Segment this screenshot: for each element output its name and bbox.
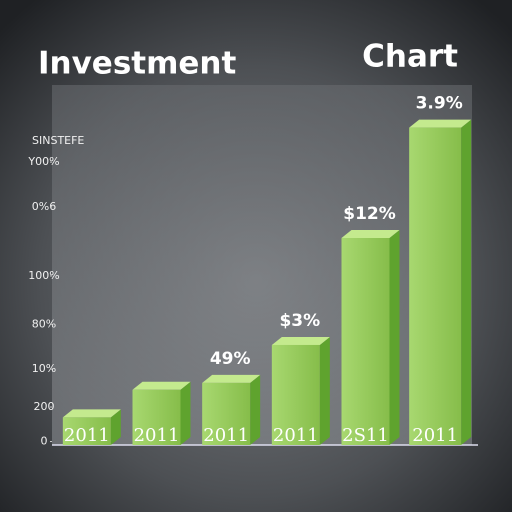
bar-side [110,409,121,445]
x-tick-label: 2011 [412,425,458,446]
value-label: 3.9% [416,94,463,114]
bar-side [319,336,330,445]
bar-side [180,381,191,445]
value-label: 49% [210,349,251,369]
bar-side [389,230,400,445]
chart-title: Investment [38,46,237,82]
bar-top [409,119,472,128]
bar-side [250,374,261,445]
x-tick-label: 2011 [273,425,319,446]
y-tick-label: 10% [32,362,56,375]
plot-panel [52,85,472,445]
bar-side [461,119,472,445]
y-axis-label: SINSTEFE [32,134,84,147]
bar-top [202,374,261,383]
y-tick-label: 0%6 [32,200,56,213]
bar [132,389,181,445]
bar [271,344,320,445]
x-tick-label: 2S11 [342,425,389,446]
bar [202,382,251,445]
bar-top [132,381,191,390]
bar-top [271,336,330,345]
y-tick-label: 80% [32,317,56,330]
bar-top [341,230,400,238]
x-tick-label: 2011 [64,425,110,446]
x-tick-label: 2011 [134,425,180,446]
y-tick-label: 200 [34,400,55,413]
x-tick-label: 2011 [203,425,249,446]
bar [409,127,462,445]
y-tick-label: Y00% [27,155,59,168]
chart-title: Chart [362,39,458,75]
y-tick-label: 100% [28,269,59,282]
y-tick-label: 0 [41,435,48,448]
value-label: $12% [343,204,396,224]
bar [62,417,111,445]
bar-top [62,409,121,418]
bar [341,238,390,445]
value-label: $3% [279,311,320,331]
